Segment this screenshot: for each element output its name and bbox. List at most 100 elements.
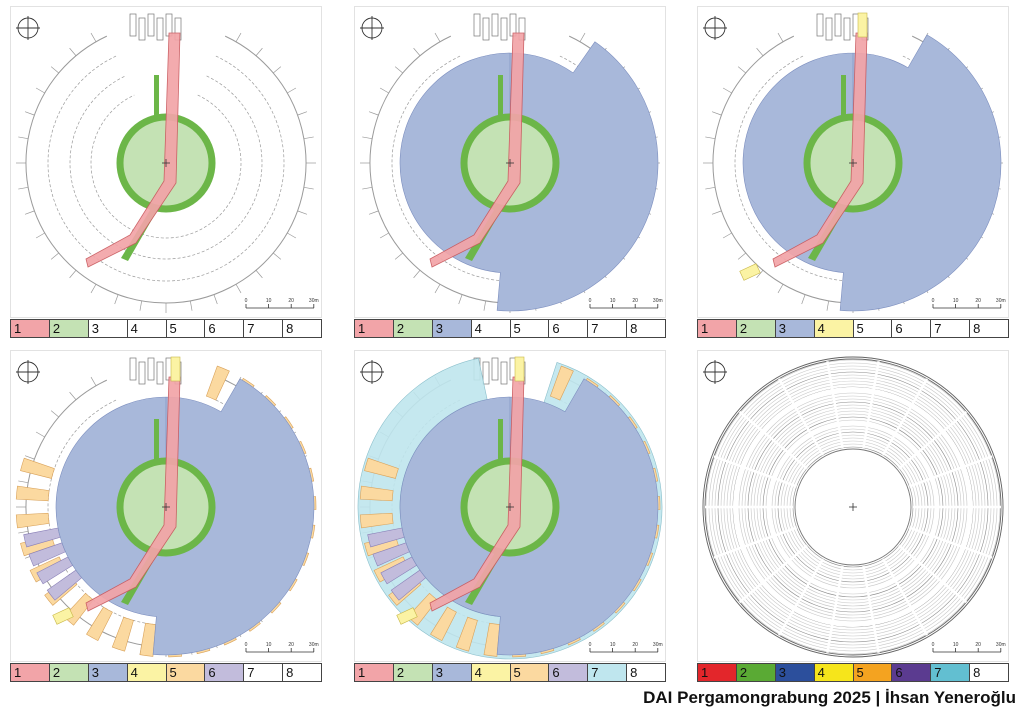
buttress-line (50, 66, 59, 74)
legend-cell-2: 2 (736, 320, 776, 337)
top-structure (816, 13, 824, 37)
scale-label: 0 (932, 298, 935, 304)
phase-6-buttresses (367, 527, 427, 601)
buttress-line (711, 111, 722, 116)
buttress-line (18, 480, 29, 484)
legend-cell-1: 1 (698, 320, 737, 337)
buttress-line (189, 300, 193, 311)
buttress-line (35, 232, 45, 239)
legend-cell-2: 2 (736, 664, 776, 681)
legend-cell-5: 5 (853, 664, 893, 681)
buttress-line (235, 284, 242, 294)
legend-cell-1: 1 (355, 664, 394, 681)
outer-wall (702, 356, 1004, 658)
legend-cell-4: 4 (127, 320, 167, 337)
staircase (881, 558, 929, 636)
buttress (139, 622, 157, 657)
staircase (713, 455, 798, 488)
phase-4-entrance (52, 607, 74, 625)
scale-bar: 0 10 20 30m (245, 298, 319, 309)
legend-cell-5: 5 (853, 320, 893, 337)
scale-label: 10 (610, 298, 616, 304)
scale-label: 0 (245, 642, 248, 648)
buttress (359, 485, 394, 502)
legend-cell-8: 8 (970, 664, 1008, 681)
phase-8-full-plan (702, 356, 1004, 658)
legend-cell-7: 7 (588, 320, 628, 337)
scale-label: 20 (288, 642, 294, 648)
buttress-line (35, 431, 45, 438)
buttress-line (801, 294, 806, 305)
legend-cell-4: 4 (471, 664, 511, 681)
phase-4-entrance (857, 12, 868, 38)
top-structure (491, 357, 499, 381)
buttress-line (287, 87, 297, 94)
buttress-line (69, 391, 77, 400)
legend-cell-3: 3 (432, 664, 472, 681)
top-structure (500, 361, 508, 385)
plan-panel-1: 0 10 20 30m 1 2 3 4 5 6 7 8 (10, 6, 322, 342)
buttress-line (722, 232, 732, 239)
plan-ring (69, 75, 263, 260)
buttress-line (90, 376, 97, 386)
scale-label: 0 (589, 298, 592, 304)
staircase (898, 544, 968, 604)
scale-label: 0 (245, 298, 248, 304)
legend-cell-8: 8 (283, 664, 321, 681)
buttress-line (362, 136, 373, 140)
buttress-line (24, 455, 35, 460)
north-arrow-icon (360, 360, 384, 384)
top-structure (156, 17, 164, 41)
phase-4-entrance (514, 356, 525, 382)
legend-cell-5: 5 (510, 664, 550, 681)
legend-cell-3: 3 (88, 320, 128, 337)
buttress (86, 606, 113, 642)
buttress-line (18, 136, 29, 140)
phase-2-wall (841, 75, 846, 119)
buttress-line (273, 252, 282, 260)
legend-cell-3: 3 (432, 320, 472, 337)
legend-cell-7: 7 (931, 664, 971, 681)
buttress-line (413, 270, 421, 279)
buttress-line (273, 66, 282, 74)
buttress-line (777, 284, 784, 294)
buttress-line (711, 210, 722, 215)
scale-label: 20 (975, 298, 981, 304)
top-structure (147, 357, 155, 381)
buttress-line (50, 410, 59, 418)
top-structure (138, 17, 146, 41)
phase-1-passage (85, 376, 181, 612)
legend-cell-7: 7 (244, 320, 284, 337)
buttress-line (413, 47, 421, 56)
scale-label: 30m (996, 642, 1006, 648)
scale-label: 10 (266, 642, 272, 648)
buttress-line (297, 210, 308, 215)
scale-label: 10 (610, 642, 616, 648)
legend-cell-8: 8 (283, 320, 321, 337)
top-structure (138, 361, 146, 385)
legend-cell-2: 2 (393, 664, 433, 681)
buttress-line (826, 300, 830, 311)
staircase (898, 410, 968, 470)
legend-cell-2: 2 (49, 320, 89, 337)
plan-panel-6: 0 10 20 30m 1 2 3 4 5 6 7 8 (697, 350, 1009, 686)
legend-cell-8: 8 (627, 320, 665, 337)
legend-cell-1: 1 (11, 664, 50, 681)
buttress-line (434, 32, 441, 42)
buttress-line (394, 66, 403, 74)
legend-cell-1: 1 (355, 320, 394, 337)
scale-bar: 0 10 20 30m (932, 298, 1006, 309)
buttress-line (458, 294, 463, 305)
buttress (15, 512, 50, 529)
legend-cell-2: 2 (393, 320, 433, 337)
plan-drawing: 0 10 20 30m (354, 6, 666, 318)
top-structure (147, 13, 155, 37)
buttress-line (362, 186, 373, 190)
buttress (364, 457, 399, 479)
scale-label: 10 (953, 642, 959, 648)
north-arrow-icon (703, 16, 727, 40)
legend-cell-6: 6 (549, 320, 589, 337)
legend-cell-7: 7 (931, 320, 971, 337)
buttress (359, 512, 394, 529)
